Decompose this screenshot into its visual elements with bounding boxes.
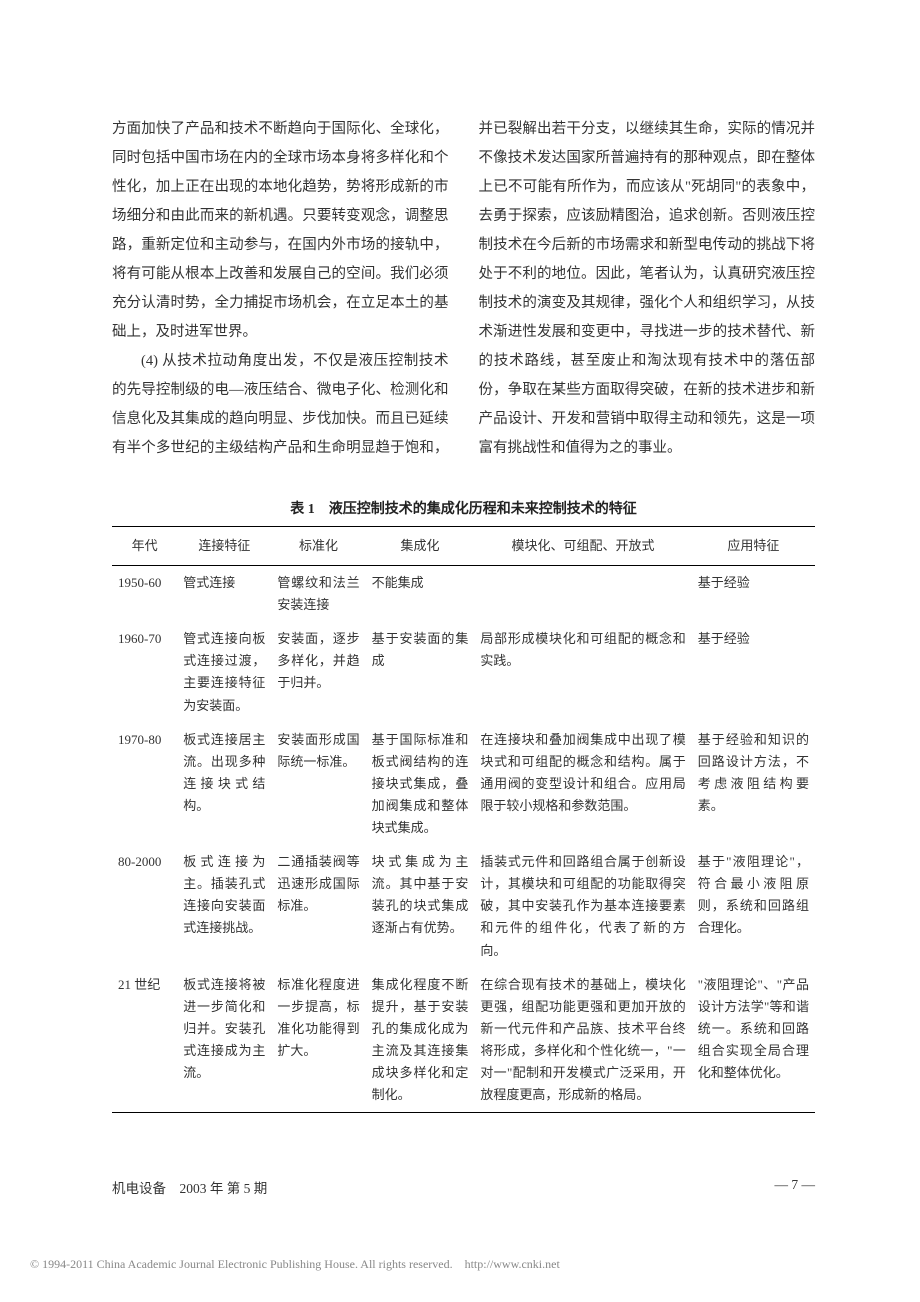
cell-application: 基于经验和知识的回路设计方法，不考虑液阻结构要素。: [692, 723, 815, 845]
history-table: 年代 连接特征 标准化 集成化 模块化、可组配、开放式 应用特征 1950-60…: [112, 526, 815, 1113]
cell-connection: 板式连接居主流。出现多种连接块式结构。: [177, 723, 271, 845]
cell-standardization: 二通插装阀等迅速形成国际标准。: [271, 845, 365, 967]
page-footer: 机电设备 2003 年 第 5 期 — 7 —: [112, 1177, 815, 1197]
table-header-row: 年代 连接特征 标准化 集成化 模块化、可组配、开放式 应用特征: [112, 527, 815, 566]
cell-standardization: 标准化程度进一步提高，标准化功能得到扩大。: [271, 968, 365, 1113]
th-standardization: 标准化: [271, 527, 365, 566]
cell-integration: 基于安装面的集成: [366, 622, 475, 722]
cell-application: "液阻理论"、"产品设计方法学"等和谐统一。系统和回路组合实现全局合理化和整体优…: [692, 968, 815, 1113]
cell-application: 基于经验: [692, 622, 815, 722]
table-row: 21 世纪 板式连接将被进一步简化和归并。安装孔式连接成为主流。 标准化程度进一…: [112, 968, 815, 1113]
cell-standardization: 安装面形成国际统一标准。: [271, 723, 365, 845]
table-row: 1970-80 板式连接居主流。出现多种连接块式结构。 安装面形成国际统一标准。…: [112, 723, 815, 845]
cell-integration: 基于国际标准和板式阀结构的连接块式集成，叠加阀集成和整体块式集成。: [366, 723, 475, 845]
table-body: 1950-60 管式连接 管螺纹和法兰安装连接 不能集成 基于经验 1960-7…: [112, 566, 815, 1113]
table-caption: 表 1 液压控制技术的集成化历程和未来控制技术的特征: [112, 498, 815, 518]
cell-standardization: 安装面，逐步多样化，并趋于归并。: [271, 622, 365, 722]
table-row: 1950-60 管式连接 管螺纹和法兰安装连接 不能集成 基于经验: [112, 566, 815, 623]
cell-standardization: 管螺纹和法兰安装连接: [271, 566, 365, 623]
cell-integration: 块式集成为主流。其中基于安装孔的块式集成逐渐占有优势。: [366, 845, 475, 967]
cell-modularity: 在连接块和叠加阀集成中出现了模块式和可组配的概念和结构。属于通用阀的变型设计和组…: [474, 723, 691, 845]
th-era: 年代: [112, 527, 177, 566]
cell-modularity: 插装式元件和回路组合属于创新设计，其模块和可组配的功能取得突破，其中安装孔作为基…: [474, 845, 691, 967]
cell-modularity: 在综合现有技术的基础上，模块化更强，组配功能更强和更加开放的新一代元件和产品族、…: [474, 968, 691, 1113]
cell-modularity: [474, 566, 691, 623]
cell-application: 基于"液阻理论"，符合最小液阻原则，系统和回路组合理化。: [692, 845, 815, 967]
th-application: 应用特征: [692, 527, 815, 566]
cell-application: 基于经验: [692, 566, 815, 623]
paragraph-1: 方面加快了产品和技术不断趋向于国际化、全球化，同时包括中国市场在内的全球市场本身…: [112, 115, 449, 347]
footer-journal: 机电设备 2003 年 第 5 期: [112, 1177, 267, 1197]
cell-integration: 集成化程度不断提升，基于安装孔的集成化成为主流及其连接集成块多样化和定制化。: [366, 968, 475, 1113]
cell-modularity: 局部形成模块化和可组配的概念和实践。: [474, 622, 691, 722]
footer-page-number: — 7 —: [775, 1177, 816, 1197]
cell-connection: 管式连接向板式连接过渡，主要连接特征为安装面。: [177, 622, 271, 722]
cell-connection: 管式连接: [177, 566, 271, 623]
cell-connection: 板式连接为主。插装孔式连接向安装面式连接挑战。: [177, 845, 271, 967]
cell-era: 1960-70: [112, 622, 177, 722]
cell-era: 1950-60: [112, 566, 177, 623]
cell-era: 1970-80: [112, 723, 177, 845]
th-connection: 连接特征: [177, 527, 271, 566]
cell-integration: 不能集成: [366, 566, 475, 623]
cell-era: 80-2000: [112, 845, 177, 967]
table-row: 80-2000 板式连接为主。插装孔式连接向安装面式连接挑战。 二通插装阀等迅速…: [112, 845, 815, 967]
th-integration: 集成化: [366, 527, 475, 566]
cell-connection: 板式连接将被进一步简化和归并。安装孔式连接成为主流。: [177, 968, 271, 1113]
th-modularity: 模块化、可组配、开放式: [474, 527, 691, 566]
table-row: 1960-70 管式连接向板式连接过渡，主要连接特征为安装面。 安装面，逐步多样…: [112, 622, 815, 722]
body-text-columns: 方面加快了产品和技术不断趋向于国际化、全球化，同时包括中国市场在内的全球市场本身…: [112, 115, 815, 463]
cell-era: 21 世纪: [112, 968, 177, 1113]
copyright-notice: © 1994-2011 China Academic Journal Elect…: [30, 1255, 560, 1272]
